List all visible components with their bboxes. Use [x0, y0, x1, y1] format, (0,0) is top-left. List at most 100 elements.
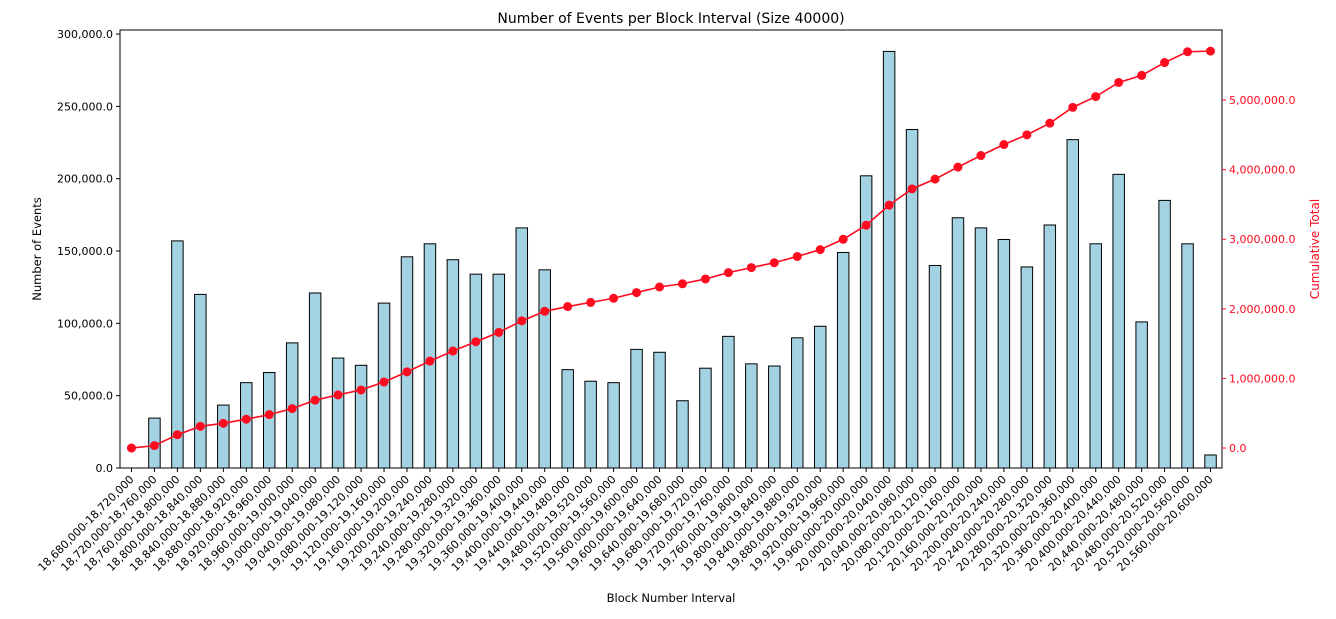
bar [997, 238, 1011, 469]
cumulative-point [1206, 46, 1216, 56]
bar [354, 364, 368, 469]
y2-tick-label: 4,000,000.0 [1229, 164, 1295, 177]
y2-tick-label: 2,000,000.0 [1229, 303, 1295, 316]
cumulative-point [953, 162, 963, 172]
cumulative-point [999, 140, 1009, 150]
bar [882, 50, 896, 469]
cumulative-point [563, 302, 573, 312]
cumulative-point [930, 174, 940, 184]
cumulative-point [1183, 47, 1193, 57]
bar [331, 357, 345, 469]
cumulative-point [884, 200, 894, 210]
bar [836, 251, 850, 469]
y-tick-label: 50,000.0 [64, 390, 113, 403]
cumulative-point [241, 414, 251, 424]
cumulative-point [815, 245, 825, 255]
y-tick-label: 300,000.0 [57, 28, 113, 41]
bar [1135, 321, 1148, 469]
y-axis-label: Number of Events [30, 197, 44, 301]
bar [813, 325, 827, 469]
bar [1181, 243, 1194, 469]
cumulative-point [677, 279, 687, 289]
bar [1043, 224, 1057, 469]
cumulative-point [723, 268, 733, 278]
cumulative-point [976, 151, 986, 161]
cumulative-point [1137, 70, 1147, 80]
cumulative-point [907, 184, 917, 194]
cumulative-point [379, 377, 389, 387]
cumulative-point [700, 274, 710, 284]
plot-frame [119, 29, 1223, 469]
bar [584, 380, 597, 469]
bar [974, 227, 988, 469]
bar [217, 404, 230, 469]
bar [1020, 266, 1034, 469]
cumulative-point [172, 430, 182, 440]
y-tick-label: 100,000.0 [57, 317, 113, 330]
bar [676, 400, 689, 469]
y2-tick-label: 0.0 [1229, 442, 1247, 455]
cumulative-point [448, 346, 458, 356]
cumulative-point [586, 297, 596, 307]
cumulative-point [356, 385, 366, 395]
cumulative-point [310, 395, 320, 405]
bar [1204, 454, 1217, 469]
bar [928, 264, 942, 469]
bar [1089, 243, 1102, 469]
cumulative-point [1160, 58, 1170, 68]
bar [791, 337, 804, 469]
cumulative-point [126, 443, 136, 453]
y2-axis-label: Cumulative Total [1308, 199, 1322, 299]
cumulative-point [195, 421, 205, 431]
cumulative-point [632, 288, 642, 298]
bar [262, 372, 276, 469]
bar [1066, 139, 1080, 469]
cumulative-point [792, 251, 802, 261]
bar [538, 269, 551, 469]
cumulative-point [1022, 130, 1032, 140]
bar [1112, 173, 1125, 469]
cumulative-point [517, 316, 527, 326]
cumulative-point [1114, 77, 1124, 87]
cumulative-point [264, 410, 274, 420]
x-axis-label: Block Number Interval [607, 591, 736, 605]
bar [515, 227, 529, 469]
bar [423, 243, 437, 469]
y-tick-label: 0.0 [96, 462, 114, 475]
cumulative-point [425, 356, 435, 366]
bar [630, 348, 643, 469]
cumulative-point [540, 306, 550, 316]
cumulative-point [746, 263, 756, 273]
bar [653, 351, 666, 469]
cumulative-point [218, 418, 228, 428]
bar [951, 217, 965, 469]
cumulative-point [1045, 118, 1055, 128]
bar [859, 175, 873, 469]
cumulative-point [1091, 92, 1101, 102]
cumulative-point [838, 234, 848, 244]
bar [699, 367, 712, 469]
cumulative-point [655, 282, 665, 292]
cumulative-point [287, 404, 297, 414]
bar [469, 273, 483, 469]
bar [194, 293, 207, 469]
y-tick-label: 250,000.0 [57, 100, 113, 113]
chart-title: Number of Events per Block Interval (Siz… [497, 11, 844, 27]
cumulative-point [149, 441, 159, 451]
cumulative-point [494, 327, 504, 337]
bar [561, 369, 574, 469]
cumulative-point [402, 367, 412, 377]
bar [492, 273, 506, 469]
cumulative-point [861, 220, 871, 230]
cumulative-point [769, 258, 779, 268]
y-tick-label: 150,000.0 [57, 245, 113, 258]
bar [722, 335, 735, 469]
bar [905, 129, 919, 469]
bar [400, 256, 414, 469]
y2-tick-label: 1,000,000.0 [1229, 372, 1295, 385]
bar [607, 382, 620, 469]
bar [308, 292, 322, 469]
cumulative-point [471, 337, 481, 347]
cumulative-point [1068, 102, 1078, 112]
